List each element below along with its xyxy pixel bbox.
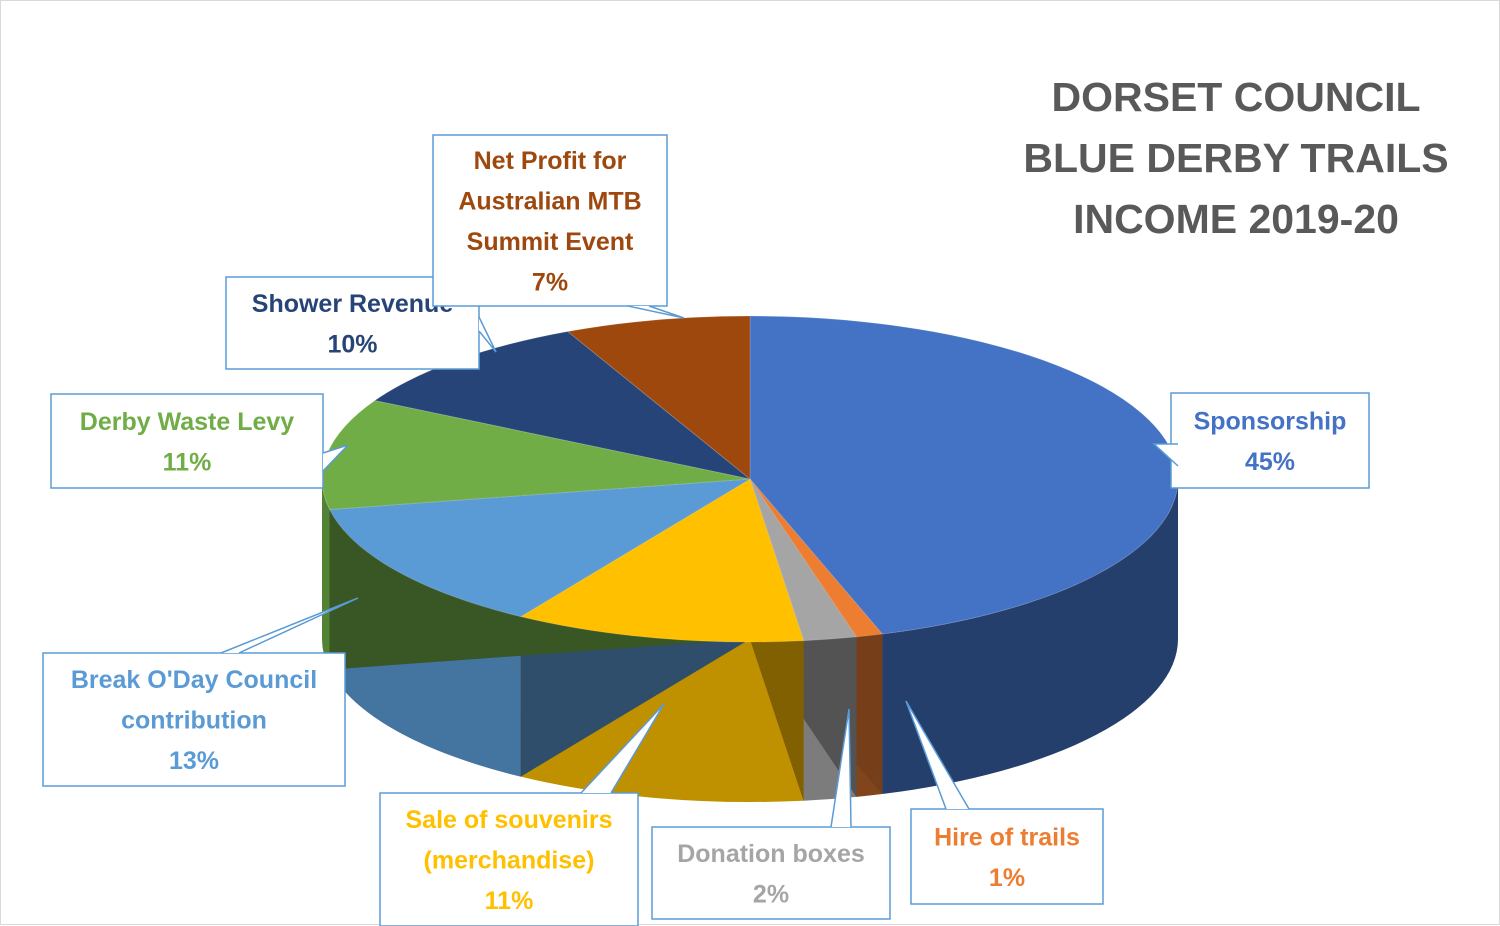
callout-pointer (627, 305, 685, 319)
slice-category-label: Net Profit for (474, 147, 627, 175)
data-label-2: Donation boxes 2% (651, 708, 891, 920)
slice-value-label: 13% (169, 747, 219, 775)
pie-tops (321, 315, 1179, 643)
data-label-3: Sale of souvenirs (merchandise) 11% (379, 703, 665, 926)
chart-title-line: DORSET COUNCIL (1051, 74, 1421, 120)
pie-side-5 (322, 479, 330, 670)
pie-slice-4 (328, 478, 751, 618)
callout-box (432, 134, 668, 307)
pie-slice-3 (519, 478, 805, 643)
slice-value-label: 2% (753, 880, 789, 908)
data-label-7: Net Profit for Australian MTB Summit Event… (432, 134, 685, 319)
callout-pointer (830, 708, 852, 828)
slice-category-label: Australian MTB (458, 187, 641, 215)
pie-slice-7 (566, 315, 751, 481)
callout-pointer (580, 703, 665, 794)
callout-pointer (322, 444, 349, 472)
slice-value-label: 7% (532, 268, 568, 296)
callout-pointer (1152, 443, 1179, 467)
slice-category-label: (merchandise) (424, 847, 595, 875)
chart-title-line: INCOME 2019-20 (1073, 196, 1399, 242)
slice-category-label: Donation boxes (677, 840, 865, 868)
slice-category-label: Sponsorship (1194, 407, 1347, 435)
data-label-6: Shower Revenue 10% (225, 276, 497, 370)
data-label-4: Break O'Day Council contribution 13% (42, 597, 359, 787)
slice-value-label: 10% (327, 330, 377, 358)
data-labels: Sponsorship 45% Hire of trails 1% Donation b… (42, 134, 1370, 926)
pie-slice-2 (749, 478, 858, 642)
callout-box (379, 792, 639, 926)
chart-title: DORSET COUNCIL BLUE DERBY TRAILS INCOME … (996, 67, 1476, 250)
slice-category-label: contribution (121, 707, 267, 735)
slice-value-label: 45% (1245, 448, 1295, 476)
callout-box (42, 652, 346, 787)
data-label-1: Hire of trails 1% (905, 700, 1104, 905)
slice-value-label: 11% (485, 887, 534, 915)
chart-title-line: BLUE DERBY TRAILS (1023, 135, 1449, 181)
slice-value-label: 11% (163, 448, 212, 476)
slice-category-label: Summit Event (467, 228, 634, 256)
callout-box (50, 393, 324, 489)
callout-pointer (478, 316, 497, 353)
callout-pointer (905, 700, 970, 810)
data-label-0: Sponsorship 45% (1152, 392, 1370, 489)
slice-category-label: Derby Waste Levy (80, 408, 295, 436)
callout-pointer (220, 597, 359, 654)
slice-category-label: Hire of trails (934, 823, 1080, 851)
slice-category-label: Sale of souvenirs (405, 806, 612, 834)
callout-box (910, 808, 1104, 905)
pie-slice-1 (749, 478, 884, 638)
slice-category-label: Shower Revenue (252, 290, 454, 318)
data-label-5: Derby Waste Levy 11% (50, 393, 349, 489)
callout-box (1170, 392, 1370, 489)
slice-value-label: 1% (989, 864, 1025, 892)
callout-box (651, 826, 891, 920)
pie-side-0 (882, 479, 1178, 795)
slice-category-label: Break O'Day Council (71, 666, 317, 694)
